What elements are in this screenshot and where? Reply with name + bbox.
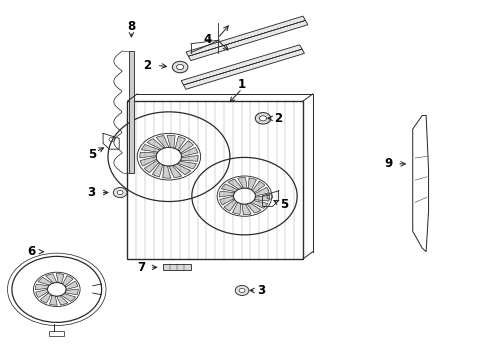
Bar [127,101,303,259]
Bar [129,51,134,173]
Polygon shape [38,277,52,285]
Polygon shape [163,165,170,178]
Polygon shape [224,200,236,211]
Polygon shape [237,177,246,188]
Polygon shape [255,187,269,196]
Circle shape [255,113,270,124]
Polygon shape [147,139,163,149]
Polygon shape [65,281,78,289]
Polygon shape [61,294,76,301]
Text: 2: 2 [274,112,282,125]
Polygon shape [167,135,175,148]
Text: 4: 4 [203,32,212,46]
Text: 3: 3 [87,186,95,199]
Circle shape [117,190,123,195]
Polygon shape [175,136,185,150]
Text: 1: 1 [238,78,245,91]
Polygon shape [173,164,190,175]
Polygon shape [242,204,251,215]
Polygon shape [185,16,307,60]
Polygon shape [254,195,269,201]
Text: 7: 7 [137,261,145,274]
Polygon shape [65,289,78,295]
Text: 5: 5 [280,198,288,211]
Polygon shape [152,163,163,177]
Bar [49,331,64,336]
Polygon shape [156,136,168,148]
Polygon shape [168,166,182,178]
Polygon shape [45,274,57,283]
Polygon shape [181,45,304,89]
Polygon shape [56,274,64,283]
Polygon shape [49,295,57,305]
Circle shape [235,285,248,296]
Polygon shape [144,160,159,173]
Polygon shape [140,157,156,166]
Polygon shape [219,191,234,197]
Circle shape [172,61,187,73]
Polygon shape [219,196,233,205]
Text: 9: 9 [384,157,392,170]
Circle shape [113,188,127,198]
Polygon shape [252,181,264,193]
Polygon shape [57,296,68,305]
Polygon shape [141,144,160,152]
Polygon shape [41,293,51,303]
Polygon shape [246,203,261,213]
Circle shape [176,64,183,69]
Polygon shape [221,184,237,192]
Polygon shape [227,179,242,189]
Polygon shape [251,201,267,208]
Text: 5: 5 [88,148,96,161]
Text: 6: 6 [27,245,35,258]
Polygon shape [140,152,157,158]
Circle shape [239,288,244,293]
Polygon shape [179,141,193,153]
Text: 2: 2 [142,59,151,72]
Polygon shape [181,147,197,157]
Text: 8: 8 [127,20,135,33]
Circle shape [259,116,266,121]
Polygon shape [36,289,48,298]
Polygon shape [178,161,196,169]
Polygon shape [248,178,256,190]
Polygon shape [35,284,48,290]
Polygon shape [181,156,198,161]
Text: 3: 3 [257,284,265,297]
Polygon shape [62,275,73,286]
Bar [162,264,190,270]
Polygon shape [232,202,240,214]
